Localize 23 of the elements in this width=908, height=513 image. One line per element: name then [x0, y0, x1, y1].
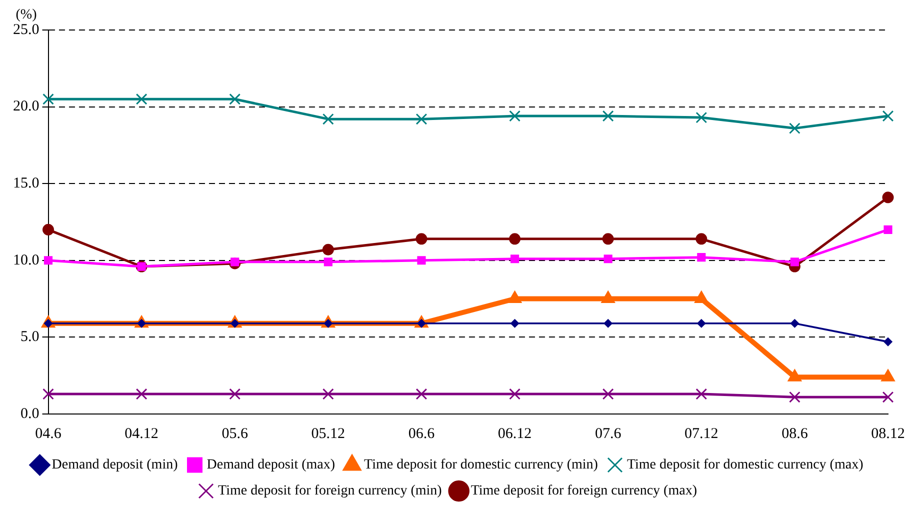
x-tick-label: 08.6 — [782, 426, 808, 442]
y-tick-label: 25.0 — [13, 22, 40, 38]
x-tick-label: 06.6 — [408, 426, 436, 442]
y-axis-title: (%) — [16, 8, 38, 23]
y-tick-label: 10.0 — [13, 252, 40, 268]
x-tick-label: 05.6 — [222, 426, 248, 442]
y-tick-label: 15.0 — [13, 176, 40, 192]
x-tick-label: 04.12 — [124, 426, 158, 442]
x-tick-label: 06.12 — [498, 426, 532, 442]
y-tick-label: 5.0 — [20, 329, 40, 346]
x-tick-label: 07.12 — [684, 426, 718, 442]
y-tick-label: 0.0 — [20, 406, 40, 422]
legend-label: Time deposit for foreign currency (max) — [470, 484, 698, 499]
legend-label: Time deposit for domestic currency (max) — [626, 458, 864, 473]
y-tick-label: 20.0 — [13, 98, 40, 115]
legend-label: Time deposit for domestic currency (min) — [364, 458, 598, 473]
legend-label: Demand deposit (max) — [206, 458, 336, 473]
x-tick-label: 07.6 — [594, 426, 622, 442]
legend-label: Time deposit for foreign currency (min) — [218, 484, 442, 499]
x-tick-label: 08.12 — [871, 426, 905, 442]
x-tick-label: 05.12 — [311, 426, 346, 442]
legend-label: Demand deposit (min) — [52, 458, 178, 473]
x-tick-label: 04.6 — [35, 426, 62, 442]
